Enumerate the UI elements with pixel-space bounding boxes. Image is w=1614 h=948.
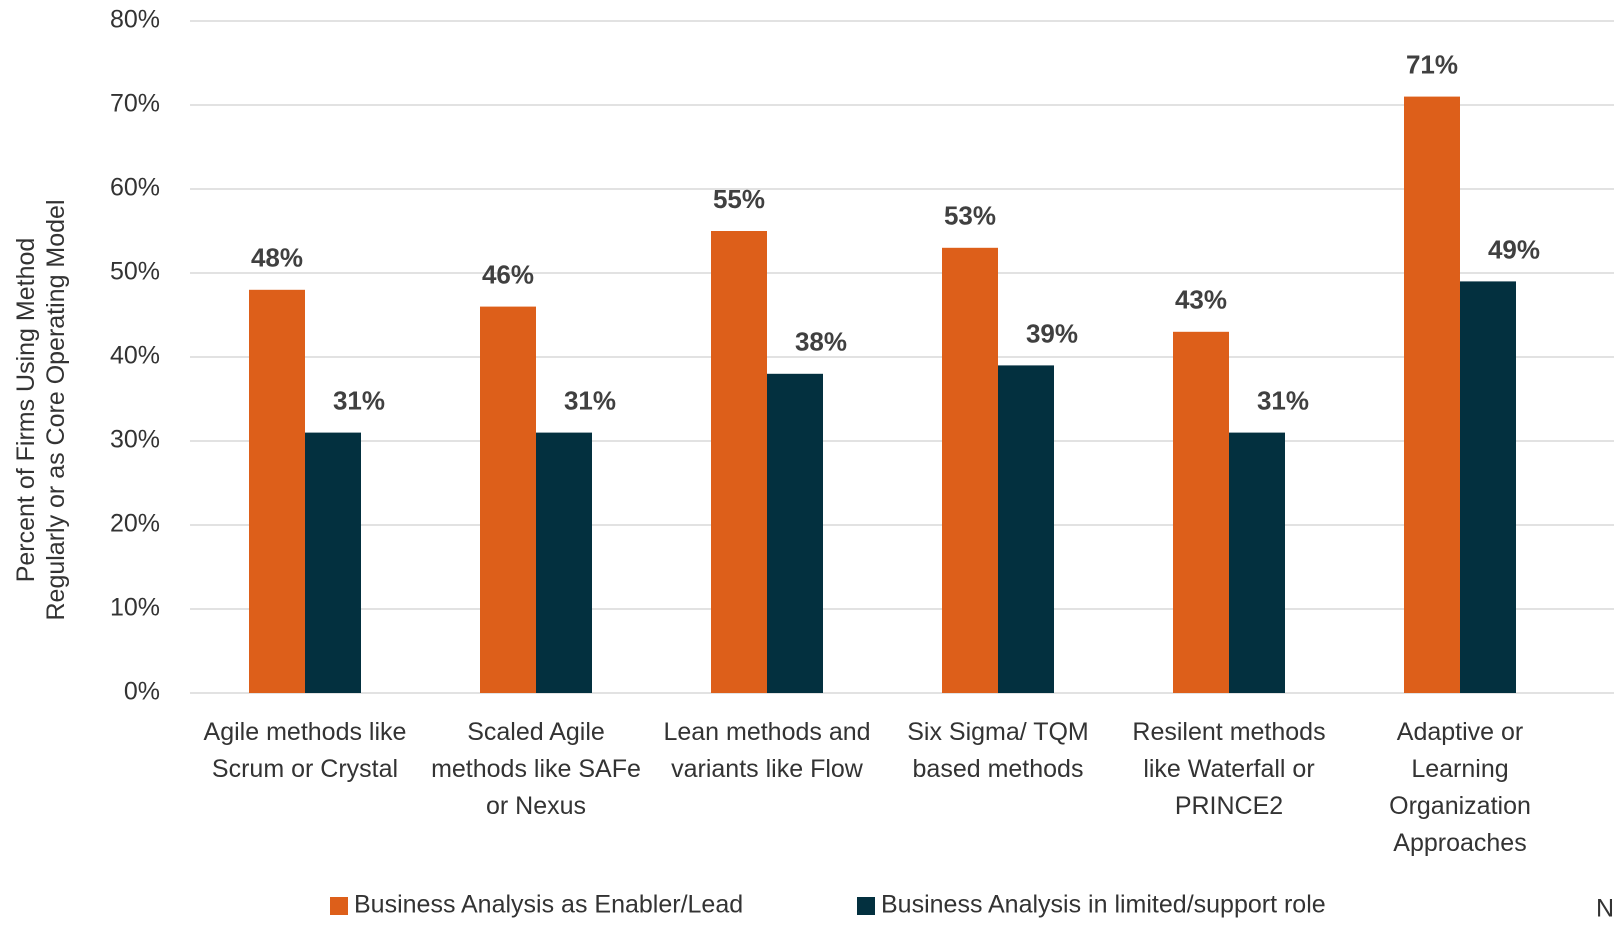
y-tick-label: 40% — [110, 342, 160, 370]
x-tick-label: Adaptive or Learning Organization Approache… — [1389, 718, 1531, 857]
bar — [767, 373, 823, 693]
x-tick-label: Lean methods and variants like Flow — [663, 718, 870, 783]
legend-swatch — [330, 897, 348, 915]
bar — [1173, 331, 1229, 693]
data-label: 46% — [482, 259, 534, 289]
y-tick-label: 10% — [110, 594, 160, 622]
bar — [305, 432, 361, 693]
bar — [536, 432, 592, 693]
y-tick-label: 50% — [110, 258, 160, 286]
y-tick-label: 60% — [110, 174, 160, 202]
data-label: 31% — [1257, 385, 1309, 415]
data-label: 39% — [1026, 318, 1078, 348]
legend-label: Business Analysis in limited/support rol… — [881, 891, 1326, 919]
legend-label: Business Analysis as Enabler/Lead — [354, 891, 743, 919]
x-tick-label: Agile methods like Scrum or Crystal — [204, 718, 407, 783]
legend-swatch — [857, 897, 875, 915]
bar — [1404, 96, 1460, 694]
bar — [1229, 432, 1285, 693]
bar — [249, 289, 305, 693]
y-tick-label: 70% — [110, 90, 160, 118]
data-label: 31% — [564, 385, 616, 415]
data-label: 55% — [713, 184, 765, 214]
x-tick-label: Scaled Agile methods like SAFe or Nexus — [431, 718, 641, 820]
y-axis-label: Percent of Firms Using MethodRegularly o… — [12, 199, 70, 620]
bar — [998, 365, 1054, 693]
y-tick-label: 20% — [110, 510, 160, 538]
bar — [942, 247, 998, 694]
bar — [711, 231, 767, 693]
data-label: 43% — [1175, 285, 1227, 315]
data-label: 49% — [1488, 234, 1540, 264]
data-label: 38% — [795, 327, 847, 357]
x-tick-label: Six Sigma/ TQM based methods — [907, 718, 1089, 783]
bar — [480, 306, 536, 693]
data-label: 31% — [333, 385, 385, 415]
bar — [1460, 281, 1516, 693]
data-label: 53% — [944, 201, 996, 231]
y-tick-label: 30% — [110, 426, 160, 454]
y-tick-label: 0% — [124, 678, 160, 706]
y-tick-label: 80% — [110, 6, 160, 34]
note: N — [1596, 895, 1614, 923]
data-label: 48% — [251, 243, 303, 273]
data-label: 71% — [1406, 49, 1458, 79]
x-tick-label: Resilent methods like Waterfall or PRINCE2 — [1132, 718, 1325, 820]
